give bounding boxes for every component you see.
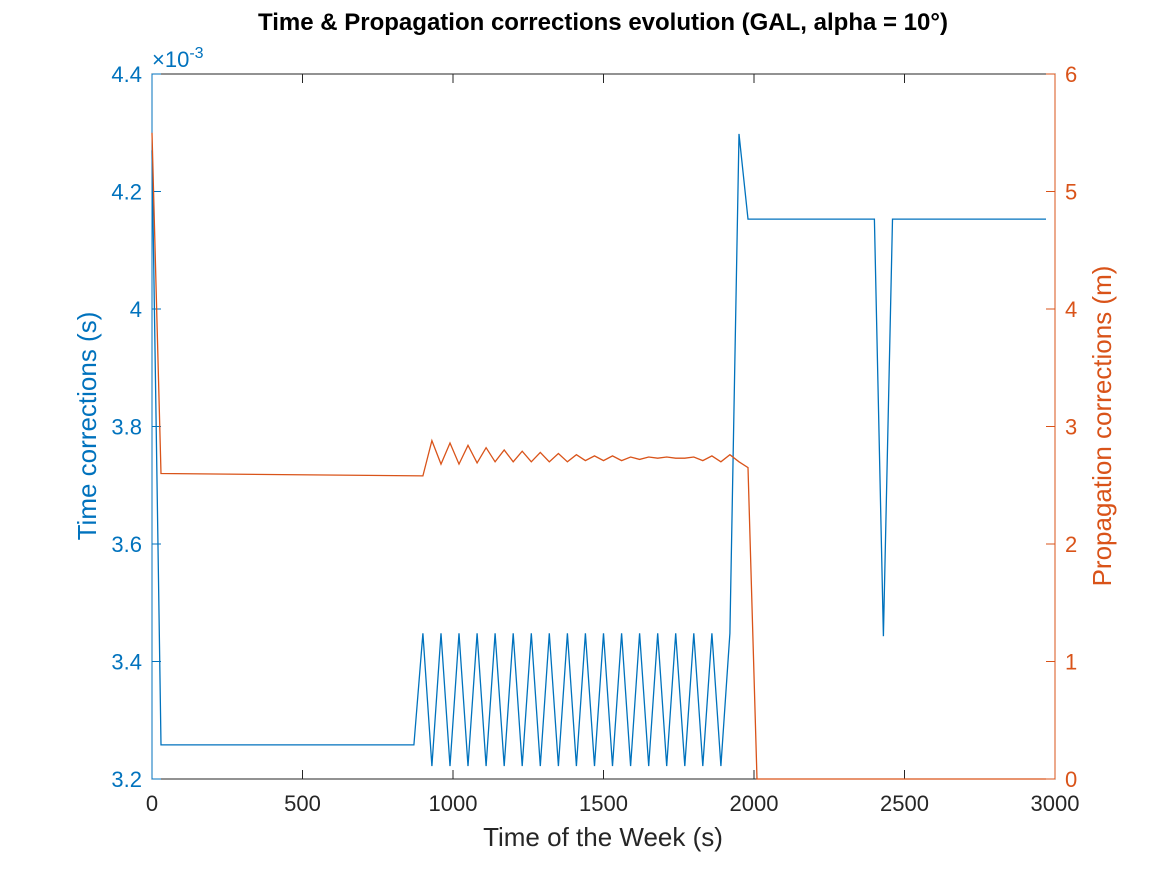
left-y-tick-label: 3.6: [111, 532, 142, 557]
right-y-axis-label: Propagation corrections (m): [1087, 266, 1117, 587]
propagation-corrections-line: [151, 132, 1046, 780]
right-y-axis: 0 1 2 3 4 5 6: [1046, 62, 1077, 792]
series-layer: [151, 132, 1046, 780]
left-y-tick-label: 3.2: [111, 767, 142, 792]
chart-title: Time & Propagation corrections evolution…: [258, 9, 948, 36]
time-corrections-line: [151, 133, 1046, 767]
left-y-tick-label: 3.8: [111, 415, 142, 440]
left-y-axis-label: Time corrections (s): [72, 312, 102, 541]
x-tick-label: 1500: [579, 791, 628, 816]
left-y-axis-exponent: ×10-3: [152, 45, 204, 72]
left-y-tick-label: 4: [130, 297, 142, 322]
right-y-tick-label: 3: [1065, 415, 1077, 440]
exponent-base: ×10: [152, 47, 189, 72]
right-y-tick-label: 1: [1065, 650, 1077, 675]
x-tick-label: 3000: [1031, 791, 1080, 816]
right-y-tick-label: 5: [1065, 180, 1077, 205]
x-tick-label: 0: [146, 791, 158, 816]
x-tick-label: 2000: [730, 791, 779, 816]
x-tick-label: 1000: [429, 791, 478, 816]
x-axis: 0 500 1000 1500 2000 2500 3000: [146, 74, 1080, 816]
right-y-tick-label: 2: [1065, 532, 1077, 557]
left-y-axis: 3.2 3.4 3.6 3.8 4 4.2 4.4: [111, 62, 161, 792]
x-tick-label: 2500: [880, 791, 929, 816]
left-y-tick-label: 3.4: [111, 650, 142, 675]
right-y-tick-label: 4: [1065, 297, 1077, 322]
left-y-tick-label: 4.2: [111, 180, 142, 205]
exponent-power: -3: [189, 45, 203, 62]
right-y-tick-label: 6: [1065, 62, 1077, 87]
x-axis-label: Time of the Week (s): [483, 822, 723, 852]
right-y-tick-label: 0: [1065, 767, 1077, 792]
left-y-tick-label: 4.4: [111, 62, 142, 87]
x-tick-label: 500: [284, 791, 321, 816]
